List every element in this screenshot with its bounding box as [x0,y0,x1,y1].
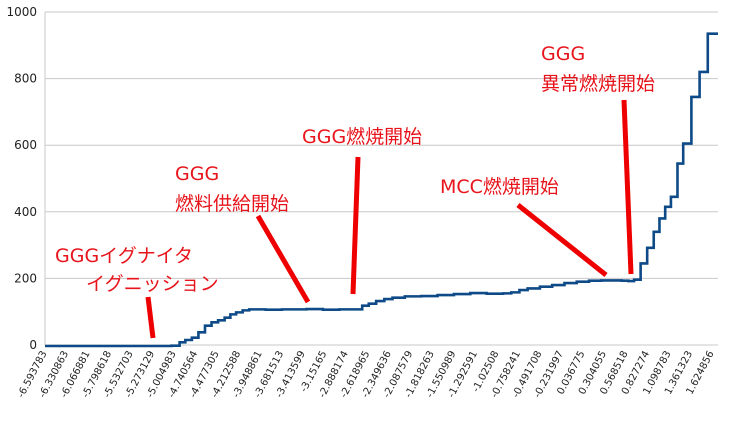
annotation-text: GGG [541,43,585,65]
y-tick-label: 1000 [6,5,37,19]
annotation-pointer [516,203,608,277]
annotation-text: GGG [175,163,219,185]
annotation-text: イグニッション [86,273,219,295]
annotation-pointer [350,156,361,295]
annotation-text: GGG燃焼開始 [302,126,422,148]
series-line [45,32,718,348]
y-tick-label: 400 [14,205,37,219]
axis-layer: 02004006008001000-6.593783-6.330863-6.06… [6,5,716,400]
y-tick-label: 800 [14,72,37,86]
annotation-text: GGGイグナイタ [55,245,193,267]
annotation-pointer [255,214,311,304]
annotation-text: 異常燃焼開始 [541,73,655,95]
y-tick-label: 0 [29,338,37,352]
annotation-text: 燃料供給開始 [175,193,289,215]
annotation-text: MCC燃焼開始 [440,176,559,198]
grid-layer [44,11,718,346]
annotation-pointer [621,99,634,275]
annotation-pointer [145,296,156,339]
series-layer [45,32,718,348]
y-tick-label: 200 [14,271,37,285]
y-tick-label: 600 [14,138,37,152]
